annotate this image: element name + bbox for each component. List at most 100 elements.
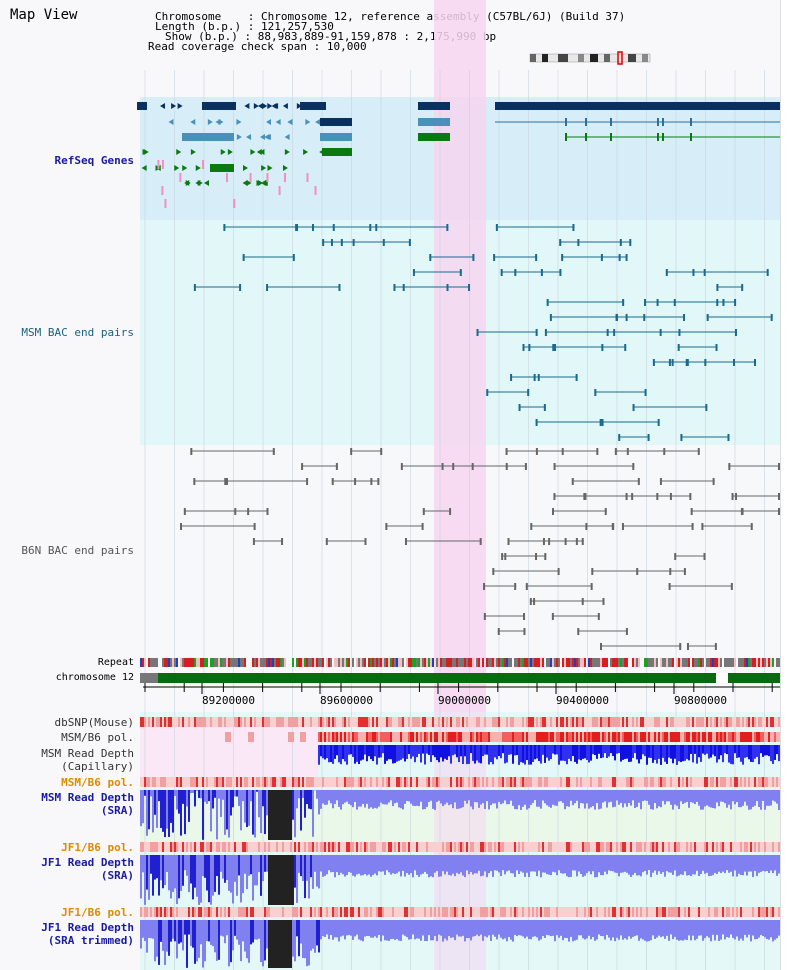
msm-read-cap-label[interactable]: MSM Read Depth (Capillary)	[41, 747, 134, 773]
jf1-pol-cell	[760, 842, 762, 852]
exon	[662, 118, 664, 126]
repeat-mark	[222, 658, 224, 667]
dbsnp-cell	[398, 717, 400, 727]
jf1-pol-cell	[224, 842, 226, 852]
jf1-trim-depth	[736, 920, 738, 937]
msm-cap-depth	[712, 745, 714, 755]
msm-sra-depth	[716, 790, 718, 803]
msm-pol2-cell	[420, 777, 422, 787]
jf1-trim-depth	[546, 920, 548, 935]
dbsnp-cell	[236, 717, 238, 727]
dbsnp-cell	[744, 717, 746, 727]
jf1-trim-depth	[436, 920, 438, 942]
msm-sra-depth	[374, 790, 376, 808]
jf1-read-sra-label[interactable]: JF1 Read Depth (SRA)	[41, 856, 134, 882]
msm-pol2-cell	[490, 777, 492, 787]
jf1-sra-depth	[298, 855, 300, 873]
msm-pol-cell	[620, 732, 622, 742]
dbsnp-cell	[404, 717, 406, 727]
jf1-pol-cell	[216, 842, 218, 852]
dbsnp-cell	[394, 717, 396, 727]
repeat-mark	[740, 658, 742, 667]
jf1-read-trim-label[interactable]: JF1 Read Depth (SRA trimmed)	[41, 921, 134, 947]
msm-pol2-cell	[402, 777, 404, 787]
jf1-pol-cell	[440, 842, 442, 852]
exon	[585, 133, 587, 141]
jf1-trim-depth	[188, 920, 190, 935]
dbsnp-cell	[252, 717, 254, 727]
msm-pol-cell	[300, 732, 306, 742]
msm-sra-depth	[684, 790, 686, 803]
msm-sra-depth	[490, 790, 492, 806]
msm-cap-depth	[710, 745, 712, 758]
msm-pol-cell	[392, 732, 394, 742]
jf1-pol2-cell	[578, 907, 580, 917]
repeat-mark	[338, 658, 340, 667]
msm-pol-cell	[532, 732, 534, 742]
jf1-b6-pol-label-1[interactable]: JF1/B6 pol.	[61, 841, 134, 854]
msm-cap-depth	[424, 745, 426, 765]
jf1-pol2-cell	[596, 907, 598, 917]
jf1-trim-depth	[764, 920, 766, 938]
gene-arrow	[197, 180, 203, 186]
gene-arrow	[142, 149, 148, 155]
msm-sra-depth	[770, 790, 772, 806]
jf1-pol2-cell	[370, 907, 372, 917]
jf1-pol-cell	[412, 842, 414, 852]
jf1-pol2-cell	[298, 907, 300, 917]
msm-read-sra-label[interactable]: MSM Read Depth (SRA)	[41, 791, 134, 817]
msm-pol-cell	[356, 732, 358, 742]
msm-cap-depth	[552, 745, 554, 754]
dbsnp-label[interactable]: dbSNP(Mouse)	[54, 716, 134, 729]
dbsnp-cell	[402, 717, 404, 727]
jf1-pol-cell	[436, 842, 438, 852]
jf1-pol2-cell	[292, 907, 294, 917]
jf1-b6-pol-label-2[interactable]: JF1/B6 pol.	[61, 906, 134, 919]
jf1-pol2-cell	[242, 907, 244, 917]
msm-bac-pair-end	[382, 239, 385, 246]
repeat-mark	[538, 658, 540, 667]
jf1-pol2-cell	[494, 907, 496, 917]
msm-pol2-cell	[316, 777, 318, 787]
msm-cap-depth	[678, 745, 680, 762]
jf1-trim-depth	[582, 920, 584, 939]
msm-pol2-cell	[464, 777, 466, 787]
jf1-pol2-cell	[436, 907, 438, 917]
jf1-sra-depth	[648, 855, 650, 871]
msm-pol-cell	[562, 732, 564, 742]
msm-sra-depth	[728, 790, 730, 805]
b6n-bac-label[interactable]: B6N BAC end pairs	[21, 544, 134, 557]
repeat-mark	[386, 658, 388, 667]
jf1-pol2-cell	[188, 907, 190, 917]
dbsnp-cell	[728, 717, 730, 727]
jf1-sra-depth	[182, 855, 184, 886]
jf1-pol-cell	[206, 842, 208, 852]
msm-b6-pol-label-1[interactable]: MSM/B6 pol.	[61, 731, 134, 744]
repeat-mark	[644, 658, 646, 667]
dbsnp-cell	[596, 717, 598, 727]
jf1-pol-cell	[390, 842, 392, 852]
msm-bac-label[interactable]: MSM BAC end pairs	[21, 326, 134, 339]
dbsnp-cell	[578, 717, 580, 727]
jf1-trim-depth	[590, 920, 592, 940]
msm-sra-depth	[508, 790, 510, 805]
chromosome-ideogram[interactable]	[528, 51, 653, 65]
jf1-pol-cell	[554, 842, 556, 852]
jf1-trim-depth	[740, 920, 742, 939]
jf1-trim-depth	[366, 920, 368, 937]
dbsnp-cell	[332, 717, 334, 727]
msm-pol2-cell	[538, 777, 540, 787]
refseq-genes-label[interactable]: RefSeq Genes	[54, 154, 134, 167]
msm-cap-depth	[660, 745, 662, 765]
jf1-pol2-cell	[342, 907, 344, 917]
msm-b6-pol-label-2[interactable]: MSM/B6 pol.	[61, 776, 134, 789]
dbsnp-cell	[624, 717, 626, 727]
jf1-sra-depth	[476, 855, 478, 874]
msm-pol-cell	[566, 732, 568, 742]
msm-pol2-cell	[150, 777, 152, 787]
jf1-trim-depth	[150, 920, 152, 939]
dbsnp-cell	[592, 717, 594, 727]
jf1-sra-depth	[632, 855, 634, 875]
msm-cap-depth	[472, 745, 474, 761]
